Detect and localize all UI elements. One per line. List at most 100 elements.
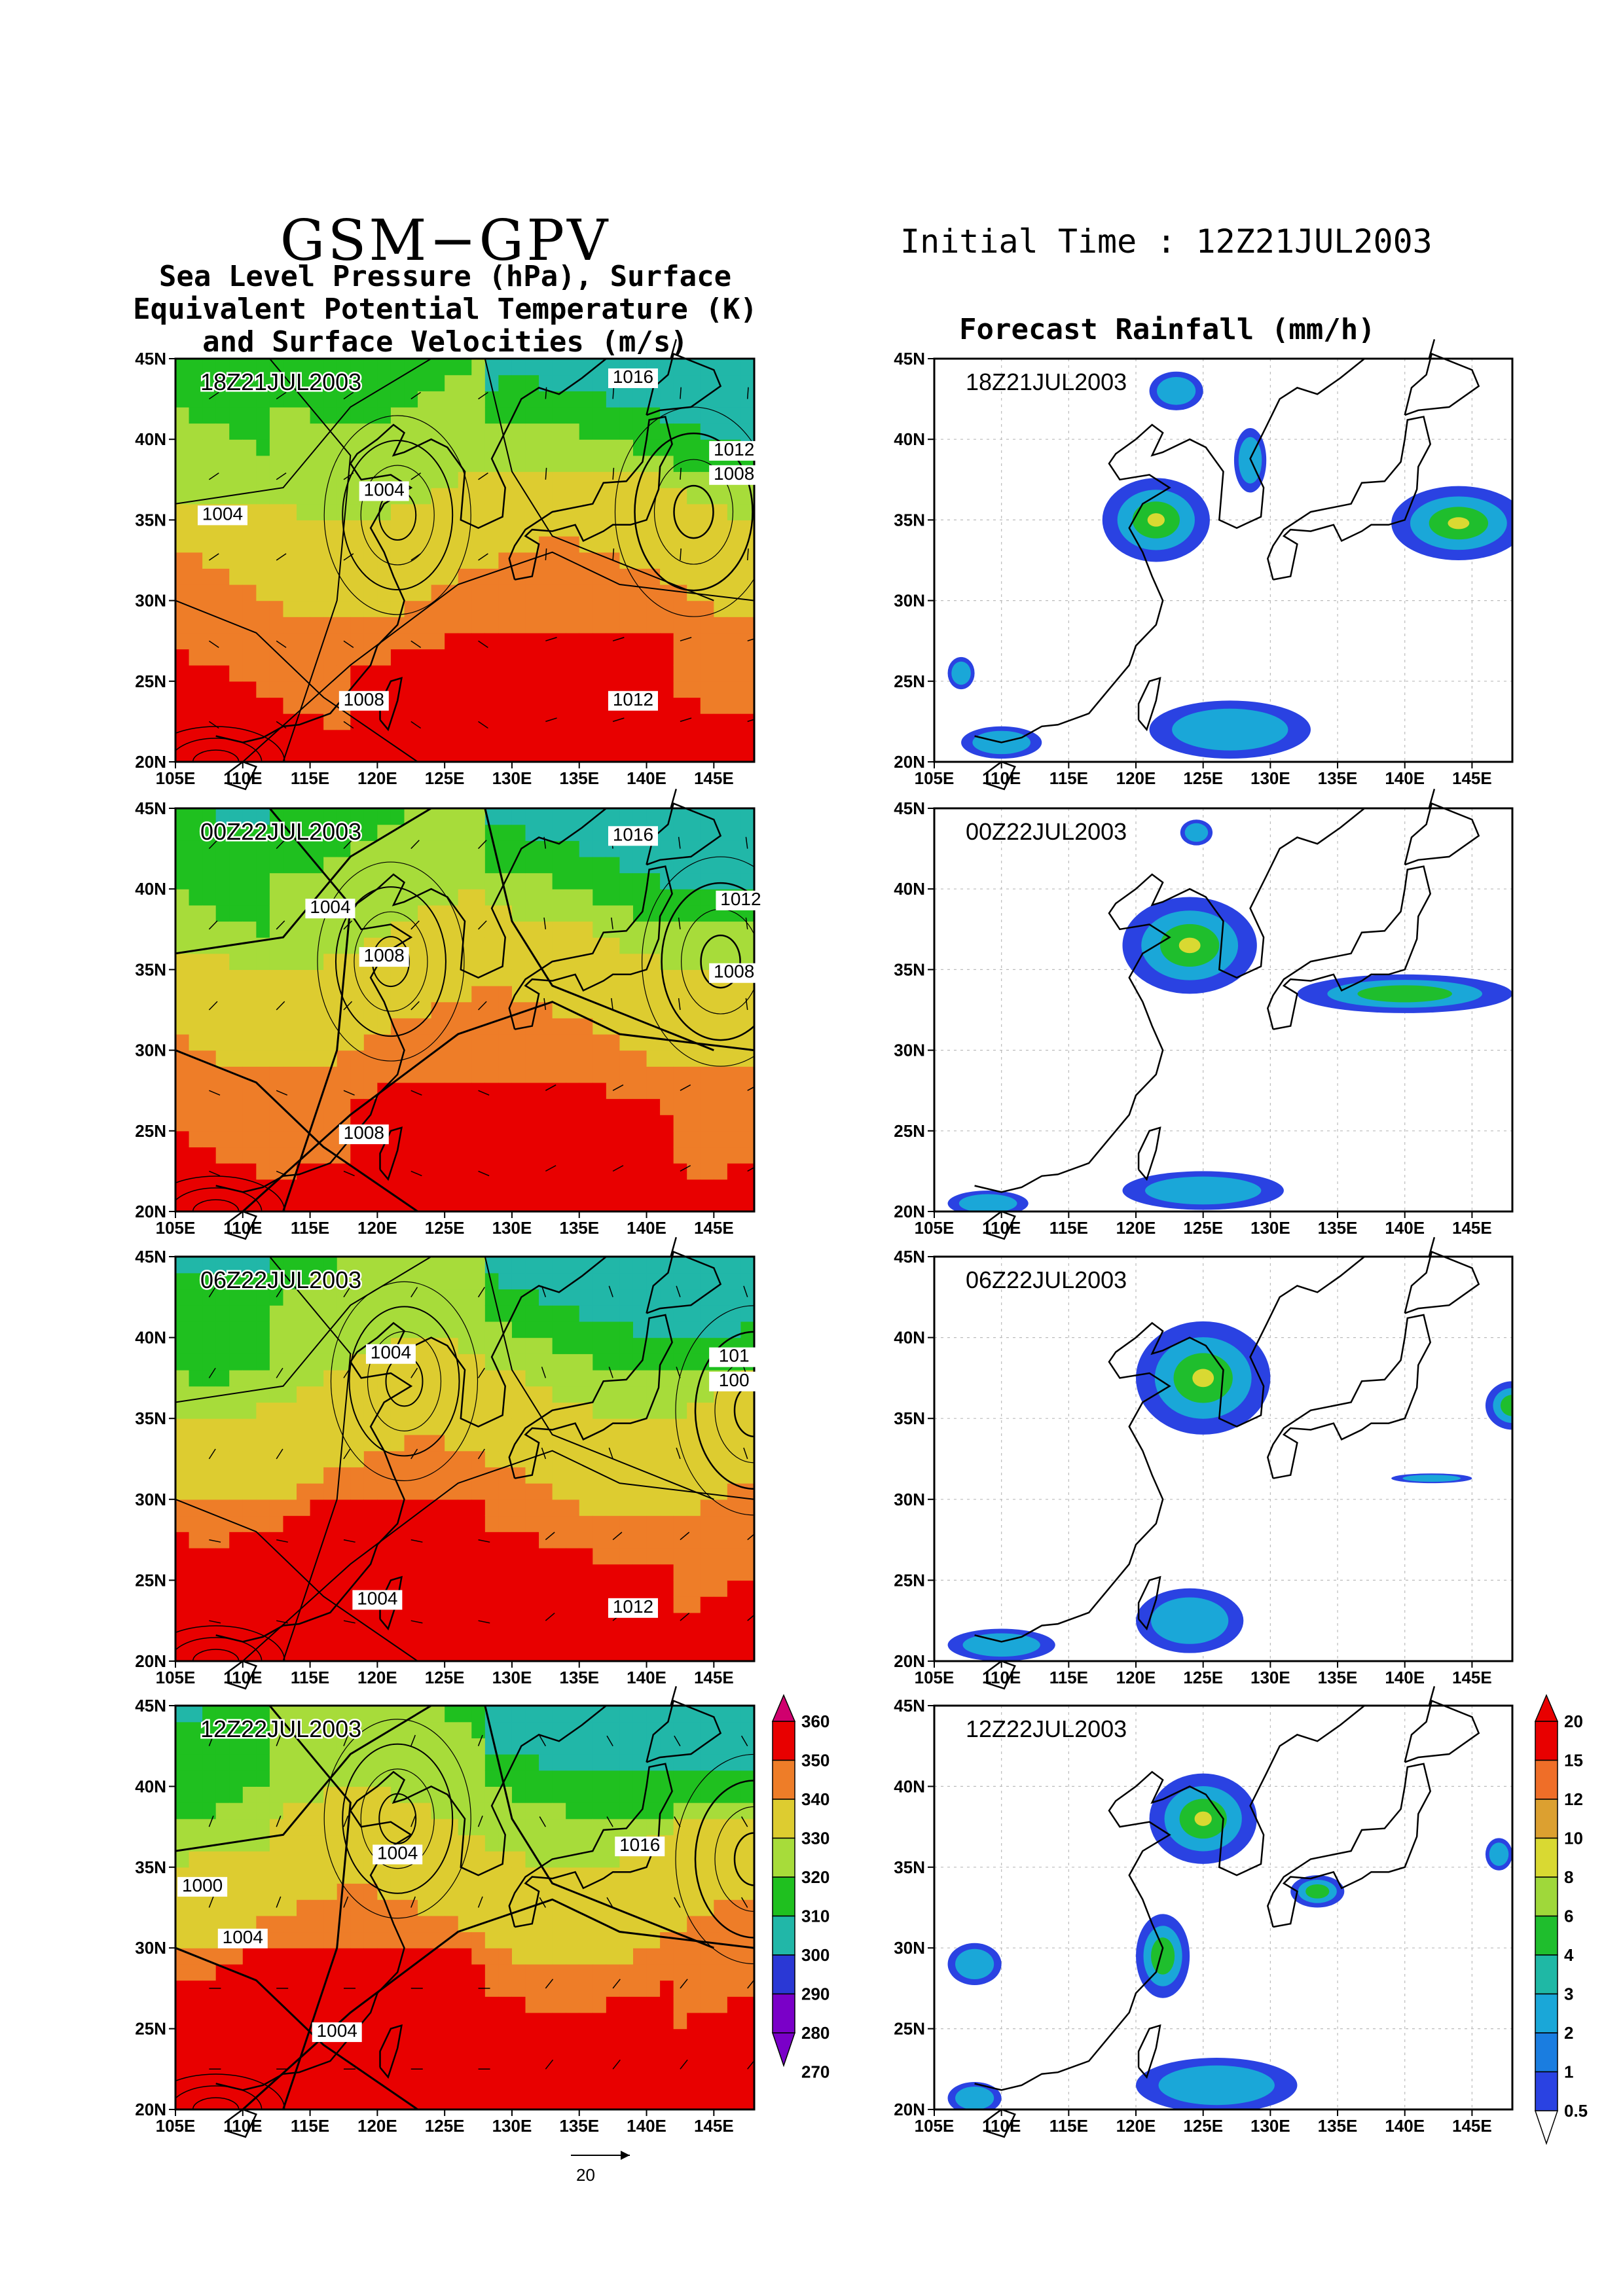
lat-tick-label: 40N	[894, 879, 925, 899]
coastline	[508, 865, 673, 1030]
wind-vector	[343, 920, 353, 930]
lon-tick-label: 130E	[492, 2116, 532, 2136]
lat-tick-label: 25N	[135, 2019, 166, 2039]
wind-vector	[276, 840, 285, 850]
colorbar-segment	[1535, 1721, 1558, 1761]
isobar-line	[484, 808, 714, 1051]
wind-vector	[276, 473, 287, 480]
wind-vector	[545, 1084, 556, 1091]
rain-panel-time: 06Z22JUL2003	[966, 1266, 1127, 1293]
pressure-label-bg	[312, 2022, 362, 2042]
pressure-label: 1012	[613, 1596, 653, 1617]
colorbar-label: 1	[1564, 2062, 1573, 2082]
isobar-line	[175, 1257, 432, 1403]
lon-tick-label: 125E	[1183, 1218, 1223, 1238]
lat-tick-label: 40N	[135, 1328, 166, 1348]
colorbar-bottom-arrow	[771, 2032, 796, 2068]
wind-vector	[477, 1448, 485, 1460]
isobar-typhoon	[733, 1832, 754, 1886]
wind-vector	[740, 1735, 748, 1747]
lon-tick-label: 145E	[694, 1668, 734, 1687]
lat-tick-label: 35N	[135, 510, 166, 529]
wind-vector	[276, 1896, 282, 1908]
colorbar-segment	[772, 1799, 795, 1839]
colorbar-top-arrow	[1534, 1694, 1559, 1722]
lon-tick-label: 110E	[982, 768, 1021, 788]
colorbar-label: 320	[801, 1867, 830, 1887]
wind-vector	[680, 637, 692, 641]
coastline	[1404, 802, 1480, 866]
wind-vector	[208, 840, 218, 850]
coastline	[974, 358, 1365, 744]
lon-tick-label: 130E	[1250, 1218, 1290, 1238]
wind-vector	[678, 836, 681, 849]
colorbar-label: 3	[1564, 1984, 1573, 2004]
lat-tick-label: 20N	[894, 2100, 925, 2119]
lon-tick-label: 105E	[915, 1668, 955, 1687]
lon-tick-label: 125E	[425, 1218, 465, 1238]
lon-tick-label: 115E	[291, 1668, 329, 1687]
wind-vector	[209, 1539, 221, 1543]
lon-tick-label: 110E	[982, 2116, 1021, 2136]
lon-tick-label: 115E	[291, 1218, 329, 1238]
wind-vector	[410, 1896, 416, 1908]
rain-panel-time: 18Z21JUL2003	[966, 368, 1127, 395]
pressure-label: 1016	[613, 367, 653, 387]
lat-tick-label: 25N	[894, 1121, 925, 1141]
pressure-label: 1008	[364, 945, 405, 965]
isobar-south	[192, 1649, 240, 1661]
theta-shading	[175, 1706, 754, 2109]
wind-vector	[276, 920, 285, 930]
wind-vector	[410, 473, 422, 480]
wind-vector	[680, 2059, 688, 2070]
wind-vector	[478, 1090, 490, 1096]
isobar-typhoon	[634, 432, 754, 592]
wind-vector	[208, 1001, 218, 1011]
wind-vector	[208, 1367, 216, 1378]
pressure-label: 1008	[344, 689, 384, 709]
wind-vector	[208, 1287, 216, 1298]
colorbar-segment	[772, 1915, 795, 1956]
lon-tick-label: 120E	[1116, 1668, 1156, 1687]
colorbar-segment	[772, 1954, 795, 1995]
theta-panel-2: 105E 110E 115E 120E 125E 130E 135E 140E 145E 45N 4…	[135, 789, 766, 1240]
wind-vector	[343, 1620, 356, 1624]
wind-vector	[478, 1539, 490, 1543]
wind-vector	[606, 1735, 613, 1747]
lon-tick-label: 140E	[1385, 1218, 1425, 1238]
subtitle-line-2: Equivalent Potential Temperature (K)	[133, 293, 757, 326]
isobars	[175, 359, 754, 762]
pressure-label: 1008	[714, 961, 754, 982]
lon-tick-label: 125E	[425, 1668, 465, 1687]
wind-vector	[410, 391, 422, 400]
coastline	[1266, 1314, 1432, 1479]
lon-tick-label: 125E	[425, 768, 465, 788]
pressure-label-bg	[716, 890, 766, 910]
wind-vector	[676, 1285, 681, 1298]
coastline	[225, 1660, 258, 1690]
wind-vector	[745, 917, 748, 929]
isobar-low	[342, 440, 454, 591]
pressure-label-bg	[359, 947, 409, 967]
lat-tick-label: 35N	[894, 960, 925, 979]
lat-tick-label: 25N	[894, 672, 925, 691]
rain-area	[1151, 1597, 1229, 1644]
rain-area	[1357, 985, 1453, 1003]
pressure-label-bg	[709, 440, 759, 461]
wind-vector	[410, 1539, 423, 1543]
wind-vector	[477, 1816, 483, 1827]
map-frame	[933, 357, 1514, 763]
wind-vector	[680, 1979, 688, 1989]
wind-vector	[410, 1090, 422, 1096]
wind-vector	[676, 1367, 681, 1378]
lon-tick-label: 110E	[223, 1668, 262, 1687]
isobar-typhoon	[700, 934, 741, 989]
wind-vector	[343, 1367, 351, 1378]
pressure-label: 1008	[714, 463, 754, 484]
isobar-typhoon	[642, 856, 754, 1067]
isobar-line	[242, 1450, 754, 1661]
vector-reference-label: 20	[576, 2165, 595, 2185]
wind-vector	[410, 640, 422, 648]
theta-panel-4: 105E 110E 115E 120E 125E 130E 135E 140E 145E 45N 4…	[135, 1686, 756, 2138]
colorbar-segment	[772, 1721, 795, 1761]
